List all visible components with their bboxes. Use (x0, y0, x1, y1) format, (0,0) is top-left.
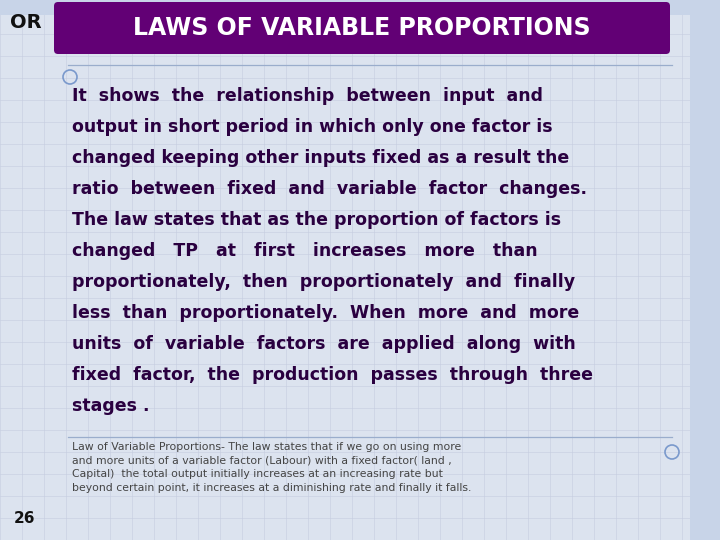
Text: stages .: stages . (72, 397, 150, 415)
Text: changed   TP   at   first   increases   more   than: changed TP at first increases more than (72, 242, 538, 260)
Bar (0, 0, 720, 15)
Text: Law of Variable Proportions- The law states that if we go on using more
and more: Law of Variable Proportions- The law sta… (72, 442, 472, 493)
Text: proportionately,  then  proportionately  and  finally: proportionately, then proportionately an… (72, 273, 575, 291)
Text: less  than  proportionately.  When  more  and  more: less than proportionately. When more and… (72, 304, 580, 322)
Text: units  of  variable  factors  are  applied  along  with: units of variable factors are applied al… (72, 335, 576, 353)
Text: LAWS OF VARIABLE PROPORTIONS: LAWS OF VARIABLE PROPORTIONS (133, 16, 591, 40)
Text: output in short period in which only one factor is: output in short period in which only one… (72, 118, 553, 136)
Bar (690, 0, 720, 540)
Text: It  shows  the  relationship  between  input  and: It shows the relationship between input … (72, 87, 543, 105)
Text: fixed  factor,  the  production  passes  through  three: fixed factor, the production passes thro… (72, 366, 593, 384)
Text: OR: OR (10, 13, 42, 32)
Text: The law states that as the proportion of factors is: The law states that as the proportion of… (72, 211, 561, 229)
FancyBboxPatch shape (54, 2, 670, 54)
Text: 26: 26 (14, 511, 35, 526)
Text: changed keeping other inputs fixed as a result the: changed keeping other inputs fixed as a … (72, 149, 570, 167)
Text: ratio  between  fixed  and  variable  factor  changes.: ratio between fixed and variable factor … (72, 180, 587, 198)
